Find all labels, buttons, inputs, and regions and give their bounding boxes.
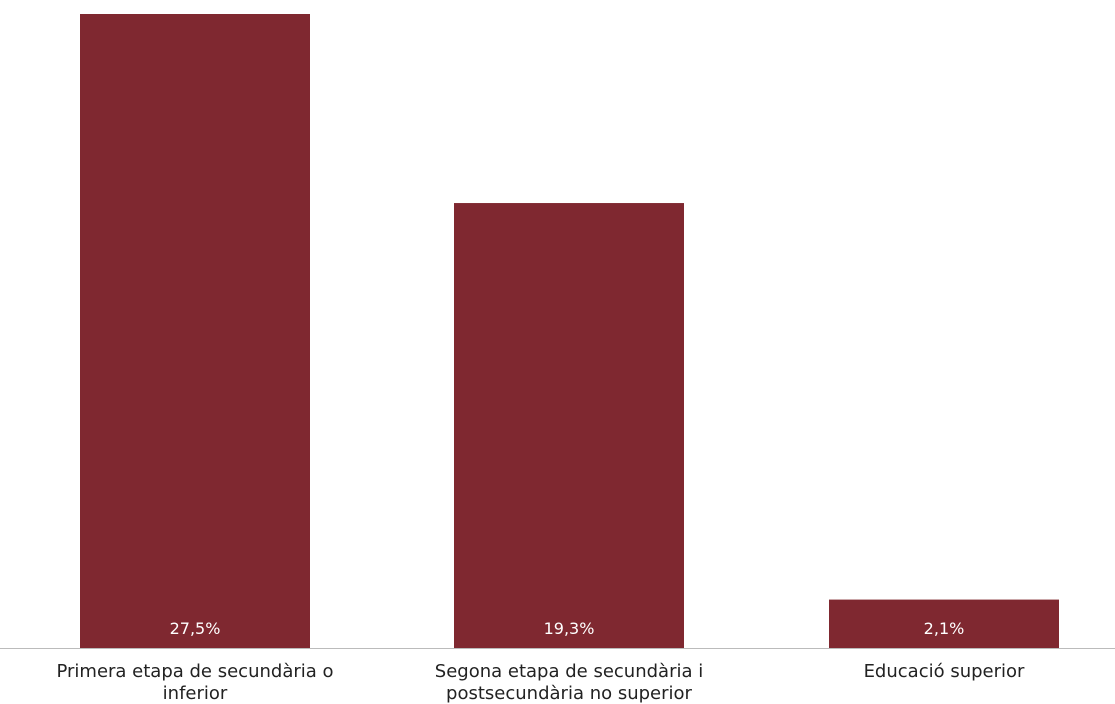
bar-value-label-0: 27,5% bbox=[170, 619, 221, 638]
category-label-line: Educació superior bbox=[864, 661, 1025, 682]
bar-0 bbox=[80, 14, 310, 648]
value-labels-group: 27,5% 19,3% 2,1% bbox=[170, 619, 965, 638]
category-label-0: Primera etapa de secundària o inferior bbox=[56, 661, 333, 704]
bar-value-label-1: 19,3% bbox=[544, 619, 595, 638]
bar-2 bbox=[829, 599, 1059, 648]
category-label-2: Educació superior bbox=[864, 661, 1025, 682]
category-label-1: Segona etapa de secundària i postsecundàr… bbox=[435, 661, 703, 704]
category-label-line: postsecundària no superior bbox=[446, 683, 692, 704]
category-label-line: Primera etapa de secundària o bbox=[56, 661, 333, 682]
bars-group bbox=[80, 14, 1059, 648]
category-labels-group: Primera etapa de secundària o inferior Seg… bbox=[56, 661, 1025, 704]
category-label-line: Segona etapa de secundària i bbox=[435, 661, 703, 682]
bar-1 bbox=[454, 203, 684, 648]
category-label-line: inferior bbox=[163, 683, 228, 704]
bar-value-label-2: 2,1% bbox=[924, 619, 965, 638]
